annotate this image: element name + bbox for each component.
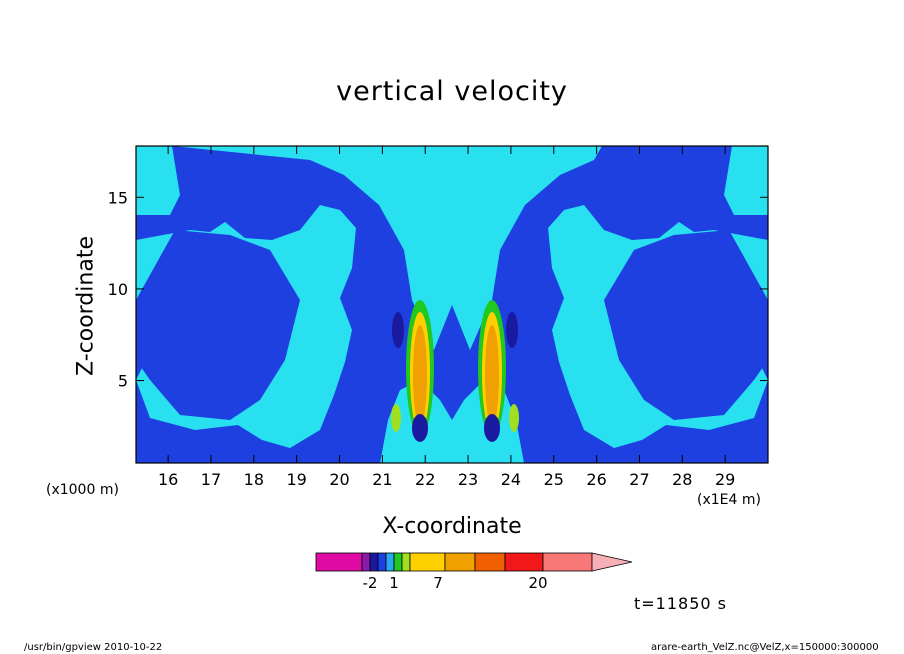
colorbar-segment [504,552,544,572]
blue-region-right [604,230,768,420]
colorbar-segment [409,552,446,572]
footer-right-text: arare-earth_VelZ.nc@VelZ,x=150000:300000 [651,642,879,653]
contour-field [136,146,768,463]
x-tick-label: 22 [415,470,435,489]
cyan-region-top-left [136,146,180,215]
x-tick-label: 24 [501,470,521,489]
colorbar-segment [315,552,363,572]
colorbar-tick-label: -2 [363,574,378,592]
x-tick-label: 16 [158,470,178,489]
navy-downdraft-right-upper [506,312,518,348]
colorbar-segment [361,552,371,572]
orange-core-left [413,325,427,425]
colorbar: -2 1 7 20 [315,552,633,592]
time-label: t=11850 s [634,594,727,613]
x-tick-label: 27 [629,470,649,489]
x-tick-label: 25 [544,470,564,489]
y-tick-label: 10 [108,280,128,299]
lightgreen-right [509,404,519,432]
colorbar-segment [542,552,593,572]
y-tick-label: 5 [118,372,128,391]
colorbar-tick-label: 1 [389,574,399,592]
x-tick-label: 26 [586,470,606,489]
colorbar-segment [474,552,506,572]
x-tick-label: 19 [286,470,306,489]
colorbar-tick-label: 20 [528,574,547,592]
navy-downdraft-left-lower [412,414,428,442]
colorbar-segment [385,552,395,572]
cyan-region-top [172,146,602,350]
colorbar-segment [377,552,387,572]
colorbar-tick-label: 7 [433,574,443,592]
navy-downdraft-right-lower [484,414,500,442]
x-unit-left-label: (x1000 m) [46,482,119,498]
x-tick-label: 23 [458,470,478,489]
x-unit-right-label: (x1E4 m) [697,492,761,508]
lightgreen-left [391,404,401,432]
colorbar-segment [369,552,379,572]
y-ticks: 5 10 15 [108,188,768,391]
x-tick-label: 21 [372,470,392,489]
navy-downdraft-left-upper [392,312,404,348]
x-tick-label: 18 [244,470,264,489]
colorbar-segment [401,552,411,572]
blue-region-left [136,230,300,420]
colorbar-segment [393,552,403,572]
x-tick-label: 20 [329,470,349,489]
x-axis-label: X-coordinate [382,514,522,539]
orange-core-right [485,325,499,425]
plot-frame [135,145,769,464]
chart-title: vertical velocity [336,76,568,107]
cyan-region-top-right [724,146,768,215]
colorbar-arrow [591,552,633,572]
x-tick-label: 17 [201,470,221,489]
x-tick-label: 28 [672,470,692,489]
colorbar-segment [444,552,476,572]
x-tick-label: 29 [715,470,735,489]
footer-left-text: /usr/bin/gpview 2010-10-22 [24,642,163,653]
x-ticks: 16 17 18 19 20 21 22 23 24 25 26 27 28 29 [158,146,735,489]
y-tick-label: 15 [108,188,128,207]
